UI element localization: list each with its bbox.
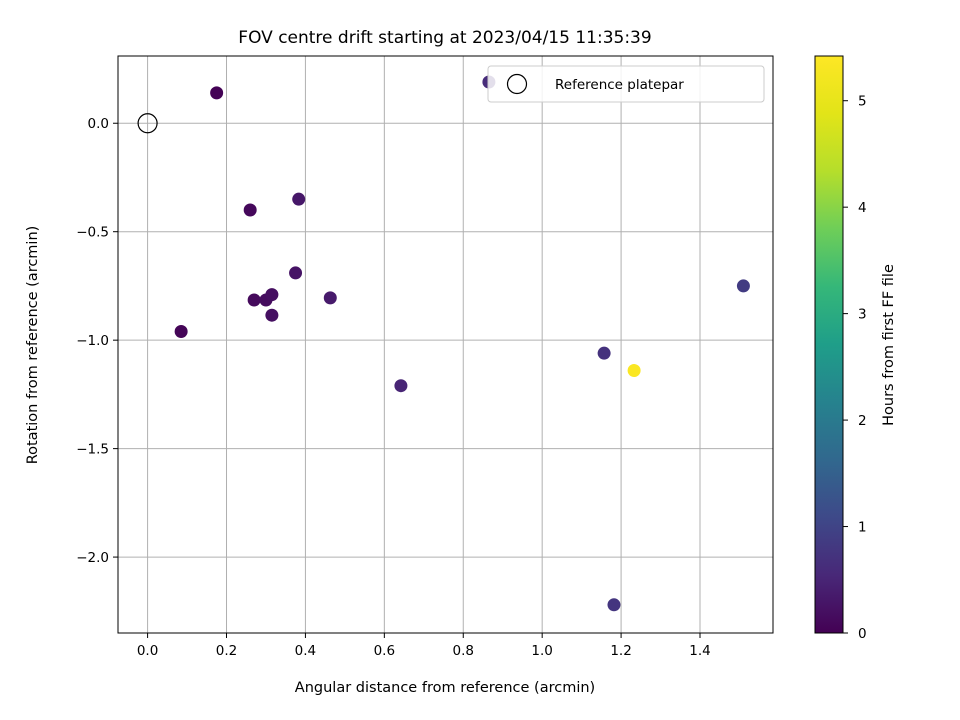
y-tick-label: −1.5 bbox=[76, 442, 109, 458]
x-tick-label: 1.4 bbox=[689, 643, 710, 659]
colorbar-tick-label: 4 bbox=[858, 200, 867, 216]
reference-platepar-marker bbox=[137, 113, 158, 134]
data-point bbox=[174, 324, 188, 338]
data-point bbox=[323, 291, 337, 305]
reference-marker-group bbox=[137, 113, 158, 134]
y-axis: −2.0 −1.5 −1.0 −0.5 0.0 bbox=[76, 116, 118, 566]
legend: Reference platepar bbox=[487, 65, 765, 103]
y-tick-label: −2.0 bbox=[76, 550, 109, 566]
y-axis-label: Rotation from reference (arcmin) bbox=[25, 226, 41, 465]
data-point bbox=[210, 86, 224, 100]
colorbar-ticks: 0 1 2 3 4 5 bbox=[843, 94, 867, 642]
colorbar: 0 1 2 3 4 5 Hours from first FF file bbox=[814, 55, 897, 642]
legend-marker bbox=[506, 73, 528, 95]
colorbar-tick-label: 1 bbox=[858, 520, 867, 536]
x-tick-label: 0.6 bbox=[374, 643, 395, 659]
data-point bbox=[597, 346, 611, 360]
data-point bbox=[289, 266, 303, 280]
colorbar-tick-label: 3 bbox=[858, 307, 867, 323]
colorbar-gradient bbox=[814, 55, 844, 634]
data-point bbox=[394, 379, 408, 393]
plot-area-frame bbox=[117, 55, 774, 634]
data-point bbox=[243, 203, 257, 217]
data-point bbox=[607, 598, 621, 612]
x-tick-label: 0.2 bbox=[216, 643, 237, 659]
colorbar-tick-label: 0 bbox=[858, 626, 867, 642]
legend-frame bbox=[487, 65, 765, 103]
legend-label: Reference platepar bbox=[555, 77, 684, 93]
y-tick-label: −0.5 bbox=[76, 225, 109, 241]
grid bbox=[118, 56, 773, 633]
x-tick-label: 1.2 bbox=[610, 643, 631, 659]
data-point bbox=[292, 192, 306, 206]
colorbar-tick-label: 5 bbox=[858, 94, 867, 110]
x-tick-label: 1.0 bbox=[531, 643, 552, 659]
x-tick-label: 0.4 bbox=[295, 643, 316, 659]
data-point bbox=[627, 364, 641, 378]
x-tick-label: 0.8 bbox=[453, 643, 474, 659]
x-axis: 0.0 0.2 0.4 0.6 0.8 1.0 1.2 1.4 bbox=[137, 633, 711, 659]
data-point bbox=[736, 279, 750, 293]
x-axis-label: Angular distance from reference (arcmin) bbox=[295, 680, 595, 696]
chart-title: FOV centre drift starting at 2023/04/15 … bbox=[238, 28, 651, 48]
colorbar-tick-label: 2 bbox=[858, 413, 867, 429]
y-tick-label: 0.0 bbox=[88, 116, 109, 132]
y-tick-label: −1.0 bbox=[76, 333, 109, 349]
x-tick-label: 0.0 bbox=[137, 643, 158, 659]
data-point bbox=[265, 308, 279, 322]
data-point bbox=[247, 293, 261, 307]
colorbar-label: Hours from first FF file bbox=[881, 264, 897, 426]
data-point bbox=[265, 288, 279, 302]
data-points bbox=[174, 75, 750, 612]
